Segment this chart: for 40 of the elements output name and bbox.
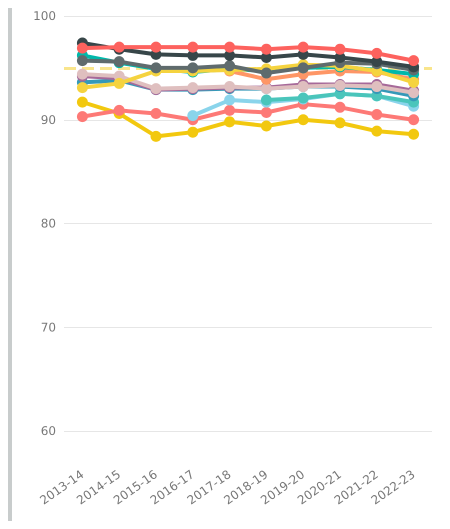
point: [224, 60, 236, 72]
point: [76, 82, 88, 94]
point: [334, 44, 346, 55]
point: [150, 108, 162, 120]
point: [371, 48, 382, 59]
y-tick-label: 70: [40, 320, 56, 334]
point: [76, 42, 88, 54]
point: [260, 120, 272, 132]
point: [371, 126, 382, 137]
point: [187, 62, 198, 74]
point: [224, 42, 236, 53]
point: [114, 78, 125, 89]
point: [187, 110, 198, 122]
point: [298, 42, 309, 53]
point: [114, 104, 125, 116]
point: [260, 44, 272, 55]
point: [298, 114, 309, 126]
point: [408, 55, 420, 66]
point: [371, 109, 382, 120]
point: [260, 68, 272, 79]
y-tick-label: 90: [40, 112, 56, 127]
point: [224, 94, 236, 106]
point: [187, 126, 198, 138]
point: [408, 114, 420, 126]
point: [76, 96, 88, 108]
point: [334, 102, 346, 113]
y-tick-label: 100: [33, 9, 56, 23]
point: [408, 76, 420, 88]
point: [224, 116, 236, 128]
point: [408, 128, 420, 140]
y-tick-label: 80: [40, 216, 56, 230]
y-tick-label: 60: [40, 424, 56, 438]
point: [76, 55, 88, 66]
point: [150, 42, 162, 53]
point: [224, 104, 236, 116]
point: [187, 42, 198, 53]
point: [260, 106, 272, 118]
point: [150, 130, 162, 142]
point: [76, 111, 88, 122]
point: [334, 117, 346, 128]
